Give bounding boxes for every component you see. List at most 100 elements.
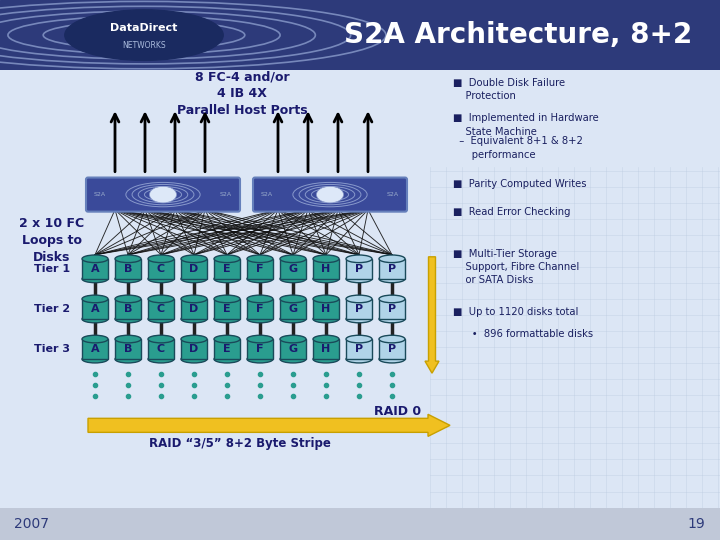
Bar <box>181 259 207 279</box>
Text: D: D <box>189 344 199 354</box>
Text: A: A <box>91 344 99 354</box>
Text: D: D <box>189 264 199 274</box>
Text: P: P <box>388 344 396 354</box>
FancyBboxPatch shape <box>86 178 240 212</box>
Ellipse shape <box>379 335 405 343</box>
Text: –  Equivalent 8+1 & 8+2
      performance: – Equivalent 8+1 & 8+2 performance <box>453 137 583 160</box>
Ellipse shape <box>313 355 339 363</box>
Bar <box>181 299 207 319</box>
FancyArrow shape <box>425 257 439 373</box>
Ellipse shape <box>247 255 273 262</box>
Ellipse shape <box>214 315 240 323</box>
Bar <box>379 259 405 279</box>
Ellipse shape <box>313 335 339 343</box>
Ellipse shape <box>214 255 240 262</box>
Ellipse shape <box>346 255 372 262</box>
Bar <box>313 299 339 319</box>
Text: NETWORKS: NETWORKS <box>122 41 166 50</box>
Text: C: C <box>157 344 165 354</box>
Ellipse shape <box>214 295 240 303</box>
Ellipse shape <box>82 295 108 303</box>
Text: G: G <box>289 264 297 274</box>
Text: B: B <box>124 264 132 274</box>
Text: C: C <box>157 264 165 274</box>
Bar <box>313 259 339 279</box>
Text: G: G <box>289 344 297 354</box>
Bar <box>280 259 306 279</box>
Bar <box>379 339 405 359</box>
Ellipse shape <box>115 355 141 363</box>
Ellipse shape <box>247 335 273 343</box>
Bar <box>346 259 372 279</box>
Text: H: H <box>321 304 330 314</box>
Text: E: E <box>223 304 231 314</box>
Text: RAID 0: RAID 0 <box>374 405 422 418</box>
Text: E: E <box>223 344 231 354</box>
Bar <box>214 299 240 319</box>
Text: P: P <box>355 344 363 354</box>
Text: ■  Implemented in Hardware
    State Machine: ■ Implemented in Hardware State Machine <box>453 113 599 137</box>
Ellipse shape <box>379 355 405 363</box>
Ellipse shape <box>82 275 108 282</box>
Text: Tier 3: Tier 3 <box>34 344 70 354</box>
Ellipse shape <box>379 255 405 262</box>
Bar <box>148 299 174 319</box>
Ellipse shape <box>313 255 339 262</box>
Bar <box>346 339 372 359</box>
Text: Tier 2: Tier 2 <box>34 304 70 314</box>
Text: A: A <box>91 304 99 314</box>
Text: ■  Parity Computed Writes: ■ Parity Computed Writes <box>453 179 587 188</box>
Ellipse shape <box>346 355 372 363</box>
Text: Tier 1: Tier 1 <box>34 264 70 274</box>
Ellipse shape <box>247 275 273 282</box>
Ellipse shape <box>148 335 174 343</box>
Text: C: C <box>157 304 165 314</box>
Ellipse shape <box>150 186 176 203</box>
FancyBboxPatch shape <box>253 178 407 212</box>
Ellipse shape <box>82 335 108 343</box>
Bar <box>346 299 372 319</box>
Bar <box>247 339 273 359</box>
Ellipse shape <box>115 255 141 262</box>
Text: DataDirect: DataDirect <box>110 23 178 33</box>
Ellipse shape <box>346 315 372 323</box>
Text: F: F <box>256 264 264 274</box>
Ellipse shape <box>115 335 141 343</box>
Ellipse shape <box>115 295 141 303</box>
Text: F: F <box>256 344 264 354</box>
Ellipse shape <box>317 186 343 203</box>
Ellipse shape <box>280 315 306 323</box>
Ellipse shape <box>247 315 273 323</box>
Bar <box>280 339 306 359</box>
Text: H: H <box>321 264 330 274</box>
Text: B: B <box>124 304 132 314</box>
Text: G: G <box>289 304 297 314</box>
FancyArrow shape <box>88 414 450 436</box>
Text: ■  Double Disk Failure
    Protection: ■ Double Disk Failure Protection <box>453 78 565 102</box>
Ellipse shape <box>82 255 108 262</box>
Ellipse shape <box>115 275 141 282</box>
Ellipse shape <box>148 255 174 262</box>
Text: P: P <box>355 304 363 314</box>
Text: S2A Architecture, 8+2: S2A Architecture, 8+2 <box>344 21 693 49</box>
Bar <box>82 259 108 279</box>
Ellipse shape <box>346 295 372 303</box>
Text: F: F <box>256 304 264 314</box>
Text: RAID “3/5” 8+2 Byte Stripe: RAID “3/5” 8+2 Byte Stripe <box>149 437 331 450</box>
Bar <box>82 339 108 359</box>
Bar <box>247 299 273 319</box>
Ellipse shape <box>346 335 372 343</box>
Text: ■  Multi-Tier Storage
    Support, Fibre Channel
    or SATA Disks: ■ Multi-Tier Storage Support, Fibre Chan… <box>453 249 580 285</box>
Ellipse shape <box>214 335 240 343</box>
Ellipse shape <box>214 355 240 363</box>
Ellipse shape <box>280 255 306 262</box>
Text: P: P <box>388 304 396 314</box>
Ellipse shape <box>313 275 339 282</box>
Text: D: D <box>189 304 199 314</box>
Text: P: P <box>388 264 396 274</box>
Bar <box>181 339 207 359</box>
Text: E: E <box>223 264 231 274</box>
Text: 19: 19 <box>688 517 706 531</box>
Ellipse shape <box>148 295 174 303</box>
Bar <box>214 339 240 359</box>
